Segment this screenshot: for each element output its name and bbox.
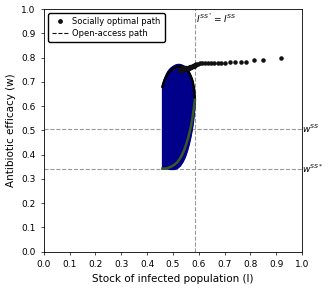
Point	[184, 66, 189, 70]
Point	[202, 61, 208, 66]
Point	[192, 63, 197, 68]
Point	[227, 60, 232, 65]
Point	[180, 66, 185, 71]
Point	[178, 68, 183, 72]
Point	[212, 61, 217, 65]
Point	[208, 61, 214, 65]
Point	[178, 67, 183, 72]
Point	[238, 60, 243, 65]
Legend: Socially optimal path, Open-access path: Socially optimal path, Open-access path	[48, 13, 165, 42]
Point	[279, 55, 284, 60]
Point	[181, 66, 186, 71]
Point	[200, 61, 205, 66]
Polygon shape	[163, 65, 195, 169]
Point	[185, 66, 190, 70]
Point	[179, 67, 184, 72]
Point	[195, 61, 201, 66]
Point	[261, 58, 266, 62]
Point	[244, 60, 249, 65]
Point	[186, 66, 191, 70]
Point	[193, 62, 199, 67]
Point	[205, 61, 210, 66]
Text: $w^{SS*}$: $w^{SS*}$	[303, 162, 324, 175]
Point	[182, 66, 187, 71]
Point	[191, 64, 196, 68]
Y-axis label: Antibiotic efficacy (w): Antibiotic efficacy (w)	[6, 73, 16, 187]
Text: $I^{SS^*}=I^{SS}$: $I^{SS^*}=I^{SS}$	[196, 12, 237, 25]
Point	[251, 58, 257, 62]
Point	[180, 66, 185, 71]
Point	[187, 65, 193, 70]
Point	[218, 60, 224, 65]
Point	[182, 66, 188, 70]
Text: $w^{SS}$: $w^{SS}$	[303, 123, 320, 135]
Point	[215, 60, 220, 65]
X-axis label: Stock of infected population (I): Stock of infected population (I)	[92, 274, 254, 284]
Point	[232, 60, 238, 65]
Point	[179, 67, 184, 72]
Point	[222, 60, 227, 65]
Point	[189, 64, 194, 69]
Point	[197, 61, 203, 66]
Point	[179, 67, 184, 71]
Point	[190, 64, 195, 69]
Point	[178, 68, 183, 72]
Point	[192, 63, 197, 68]
